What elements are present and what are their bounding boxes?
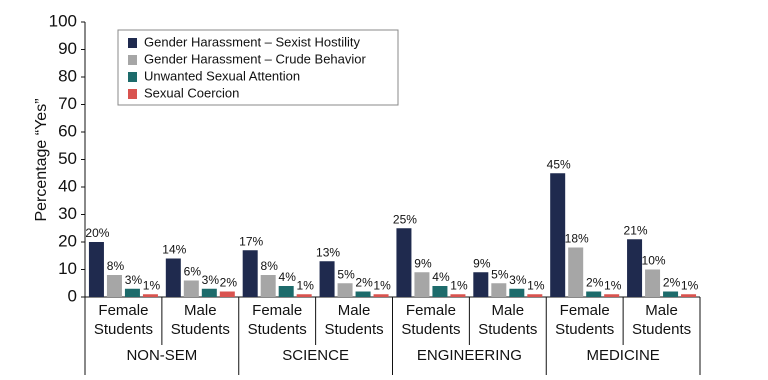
bar (278, 286, 294, 297)
group-label: MEDICINE (586, 347, 659, 364)
legend-swatch (128, 55, 137, 65)
y-tick-label: 20 (58, 231, 77, 250)
value-label: 9% (473, 256, 491, 270)
value-label: 20% (85, 226, 109, 240)
value-label: 18% (565, 232, 589, 246)
value-label: 4% (279, 270, 297, 284)
y-tick-label: 90 (58, 39, 77, 58)
bar (319, 261, 335, 297)
value-label: 1% (297, 278, 315, 292)
bar (681, 294, 697, 297)
value-label: 3% (509, 273, 527, 287)
y-tick-label: 0 (68, 286, 77, 305)
group-label: NON-SEM (126, 347, 197, 364)
x-tick-label: Male Students (170, 302, 230, 338)
bar (219, 291, 235, 297)
legend-swatch (128, 72, 137, 82)
x-tick-label: Female Students (247, 302, 307, 338)
bar (527, 294, 543, 297)
value-label: 8% (261, 259, 279, 273)
y-tick-label: 50 (58, 149, 77, 168)
bar (604, 294, 620, 297)
x-tick-label: Female Students (401, 302, 461, 338)
bar (432, 286, 448, 297)
value-label: 1% (373, 278, 391, 292)
bar (491, 283, 507, 297)
bar (509, 288, 525, 297)
bar (396, 228, 412, 297)
legend-label: Gender Harassment – Sexist Hostility (144, 34, 361, 49)
bar (201, 288, 217, 297)
legend-box (117, 29, 399, 106)
bar (645, 269, 661, 297)
value-label: 8% (107, 259, 125, 273)
value-label: 2% (355, 276, 373, 290)
bar (88, 242, 104, 297)
value-label: 1% (143, 278, 161, 292)
bar (473, 272, 489, 297)
y-tick-label: 60 (58, 121, 77, 140)
value-label: 3% (125, 273, 143, 287)
bar (165, 258, 181, 297)
value-label: 14% (162, 243, 186, 257)
value-label: 5% (491, 267, 509, 281)
y-tick-label: 40 (58, 176, 77, 195)
y-tick-label: 100 (49, 11, 77, 30)
bar (183, 280, 199, 297)
value-label: 17% (239, 234, 263, 248)
value-label: 2% (586, 276, 604, 290)
bar (124, 288, 140, 297)
bar (450, 294, 466, 297)
value-label: 1% (527, 278, 545, 292)
y-tick-label: 80 (58, 66, 77, 85)
legend-swatch (128, 89, 137, 99)
y-tick-label: 30 (58, 204, 77, 223)
y-tick-label: 70 (58, 94, 77, 113)
bar (627, 239, 643, 297)
group-label: ENGINEERING (417, 347, 522, 364)
bar (586, 291, 602, 297)
y-tick-label: 10 (58, 259, 77, 278)
value-label: 25% (393, 212, 417, 226)
value-label: 10% (642, 254, 666, 268)
y-axis-label: Percentage “Yes” (33, 98, 50, 221)
value-label: 2% (663, 276, 681, 290)
value-label: 9% (414, 256, 432, 270)
bar (568, 247, 584, 297)
value-label: 4% (432, 270, 450, 284)
bar (373, 294, 389, 297)
bar (355, 291, 371, 297)
bar (550, 173, 566, 297)
x-tick-label: Female Students (93, 302, 154, 338)
bar (260, 275, 276, 297)
value-label: 2% (220, 276, 238, 290)
value-label: 1% (450, 278, 468, 292)
bar (663, 291, 679, 297)
bar (106, 275, 122, 297)
x-tick-label: Female Students (555, 302, 615, 338)
value-label: 5% (337, 267, 355, 281)
value-label: 1% (604, 278, 622, 292)
legend-label: Unwanted Sexual Attention (144, 68, 300, 83)
x-tick-label: Male Students (324, 302, 384, 338)
value-label: 45% (547, 157, 571, 171)
legend-swatch (128, 38, 137, 48)
bar (142, 294, 158, 297)
value-label: 6% (184, 265, 202, 279)
value-label: 21% (624, 223, 648, 237)
value-label: 13% (316, 245, 340, 259)
legend-label: Gender Harassment – Crude Behavior (144, 51, 367, 66)
legend-label: Sexual Coercion (144, 85, 239, 100)
x-tick-label: Male Students (478, 302, 538, 338)
bar (242, 250, 258, 297)
bar (337, 283, 353, 297)
bar (296, 294, 312, 297)
group-label: SCIENCE (282, 347, 349, 364)
value-label: 3% (202, 273, 220, 287)
x-tick-label: Male Students (631, 302, 692, 338)
bar (414, 272, 430, 297)
value-label: 1% (681, 278, 699, 292)
